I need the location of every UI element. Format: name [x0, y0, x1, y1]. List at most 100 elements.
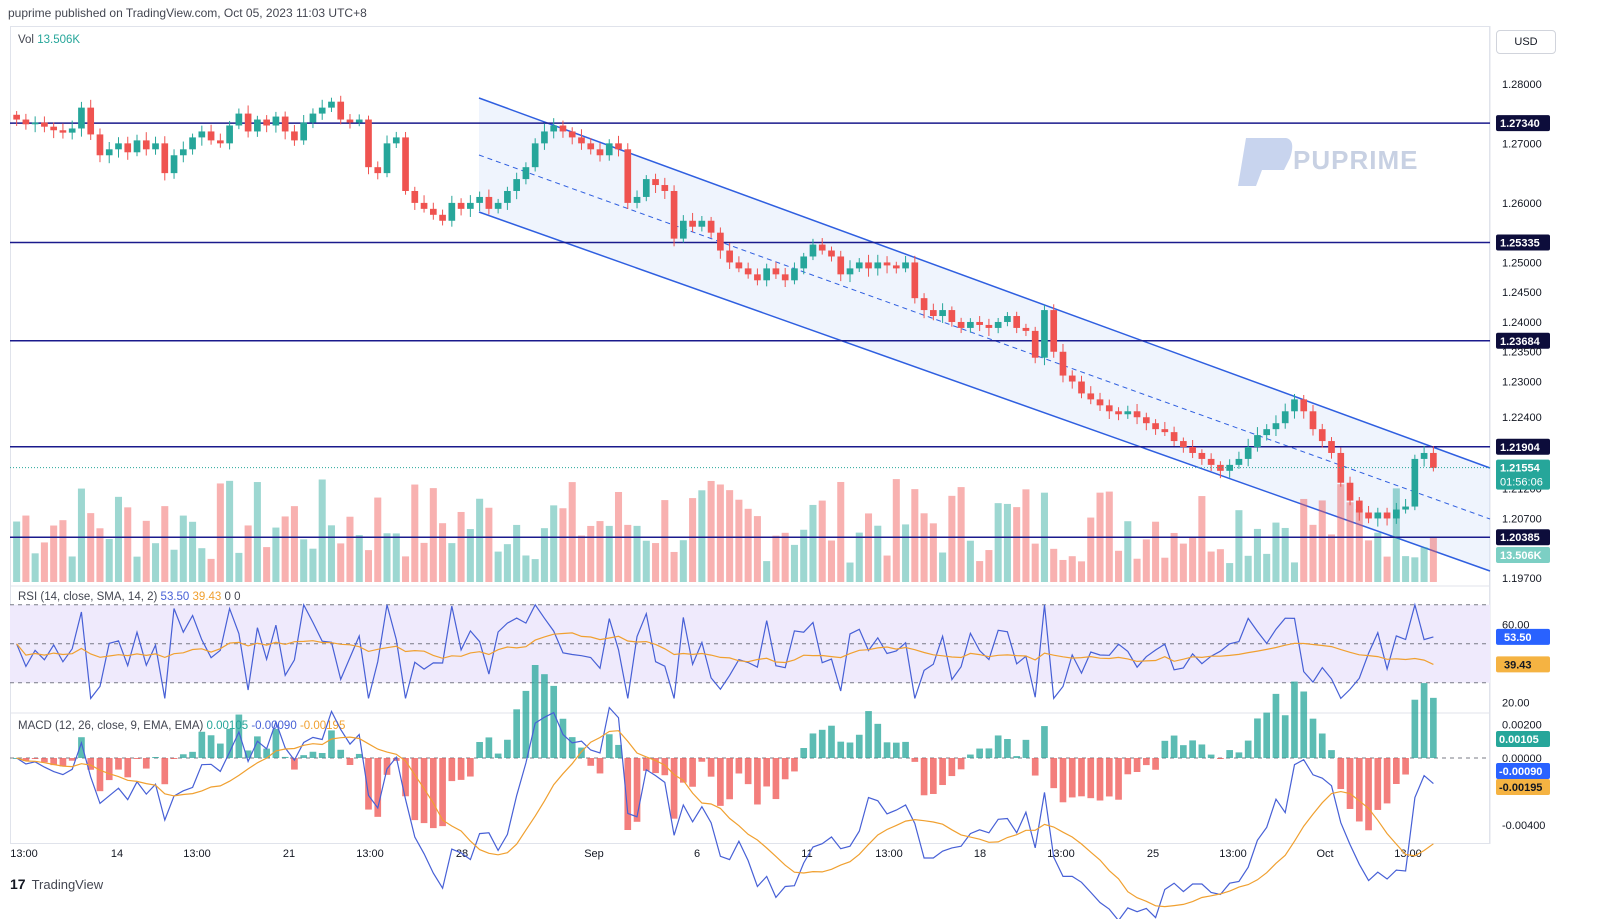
candle-body [605, 143, 613, 156]
macd-histogram-bar [1170, 735, 1178, 758]
candle-body [1392, 509, 1400, 519]
volume-bar [309, 548, 317, 582]
macd-histogram-bar [1263, 712, 1271, 758]
volume-bar [327, 525, 335, 582]
volume-bar [753, 516, 761, 582]
macd-histogram-bar [1337, 758, 1345, 790]
volume-bar [1003, 503, 1011, 582]
macd-histogram-bar [198, 731, 206, 758]
candle-body [1328, 441, 1335, 453]
candle-body [1115, 411, 1122, 415]
macd-histogram-bar [902, 741, 909, 758]
macd-histogram-bar [291, 758, 298, 770]
macd-histogram-bar [1041, 726, 1048, 758]
volume-bar [1189, 538, 1197, 582]
rsi-value-label: 53.50 [1504, 632, 1532, 644]
volume-bar [59, 520, 67, 582]
candle-body [1272, 423, 1280, 430]
candle-body [1291, 399, 1298, 412]
candle-body [1374, 512, 1382, 519]
rsi-tick-label: 20.00 [1502, 697, 1530, 709]
macd-histogram-bar [1142, 758, 1150, 766]
rsi-legend-name: RSI (14, close, SMA, 14, 2) [18, 591, 158, 603]
candle-body [1133, 411, 1141, 418]
candle-body [1254, 435, 1261, 448]
macd-histogram-bar [189, 751, 196, 758]
macd-value-label: 0.00105 [1499, 734, 1539, 746]
rsi-legend-extra: 0 0 [224, 591, 241, 603]
candle-body [263, 119, 270, 126]
candle-body [698, 220, 706, 227]
volume-legend-value: 13.506K [37, 34, 81, 46]
macd-histogram-bar [698, 758, 706, 762]
rsi-sma-legend-value: 39.43 [192, 591, 222, 603]
time-tick-label: 21 [283, 848, 295, 860]
volume-bar [605, 525, 613, 582]
candle-body [624, 149, 632, 203]
macd-histogram-bar [596, 758, 604, 774]
level-label-bg [1496, 115, 1550, 132]
macd-histogram-bar [670, 758, 678, 819]
candle-body [1309, 411, 1317, 430]
volume-bar [1327, 534, 1336, 582]
macd-histogram-bar [1402, 758, 1409, 775]
macd-histogram-bar [1328, 750, 1335, 758]
candle-body [568, 131, 576, 138]
macd-histogram-bar [374, 758, 382, 817]
macd-histogram-bar [337, 749, 345, 758]
macd-histogram-bar [1217, 758, 1224, 759]
candle-body [1420, 452, 1428, 459]
candle-body [309, 113, 317, 123]
level-label-bg [1496, 529, 1550, 546]
candle-body [1078, 381, 1085, 394]
macd-histogram-bar [920, 758, 928, 796]
macd-histogram-bar [1189, 740, 1196, 758]
candle-body [892, 265, 900, 269]
macd-histogram-bar [328, 730, 335, 758]
channel-mid-line [478, 154, 1491, 520]
candle-body [429, 208, 437, 215]
time-tick-label: 13:00 [10, 848, 38, 860]
volume-bar [1337, 484, 1345, 582]
time-tick-label: 13:00 [183, 848, 211, 860]
volume-bar [1235, 510, 1243, 582]
macd-histogram-bar [1124, 758, 1132, 775]
macd-histogram-bar [874, 723, 882, 758]
volume-bar [1059, 559, 1067, 582]
candle-body [142, 140, 150, 150]
volume-bar [1152, 521, 1160, 582]
candle-body [754, 274, 761, 281]
volume-bar [1142, 539, 1150, 582]
macd-histogram-bar [828, 725, 835, 758]
macd-histogram-bar [1383, 758, 1391, 804]
macd-histogram-bar [809, 733, 817, 758]
volume-bar [809, 504, 817, 582]
candle-body [226, 125, 233, 144]
rsi-legend: RSI (14, close, SMA, 14, 2) 53.50 39.43 … [18, 591, 241, 603]
volume-bar [1216, 549, 1224, 582]
level-label: 1.20385 [1500, 532, 1540, 544]
macd-histogram-bar [892, 742, 900, 758]
macd-histogram-bar [689, 758, 696, 787]
macd-histogram-bar [1318, 733, 1326, 758]
candle-body [976, 321, 983, 325]
macd-histogram-bar [735, 758, 743, 774]
macd-histogram-bar [568, 737, 576, 758]
macd-histogram-bar [1365, 758, 1372, 831]
time-tick-label: 25 [1147, 848, 1159, 860]
macd-histogram-bar [59, 758, 67, 767]
macd-histogram-bar [624, 758, 632, 831]
rsi-sma-value-bg [1496, 656, 1550, 673]
time-tick-label: 13:00 [1047, 848, 1075, 860]
candle-body [59, 130, 67, 133]
time-tick-label: 11 [801, 848, 812, 860]
macd-histogram-bar [615, 744, 622, 758]
volume-bar [800, 529, 808, 582]
currency-button[interactable]: USD [1496, 30, 1556, 54]
volume-bar [235, 552, 243, 582]
candle-body [522, 167, 530, 180]
macd-histogram-bar [170, 758, 178, 759]
volume-label-bg [1496, 547, 1550, 563]
candle-body [1411, 458, 1419, 507]
